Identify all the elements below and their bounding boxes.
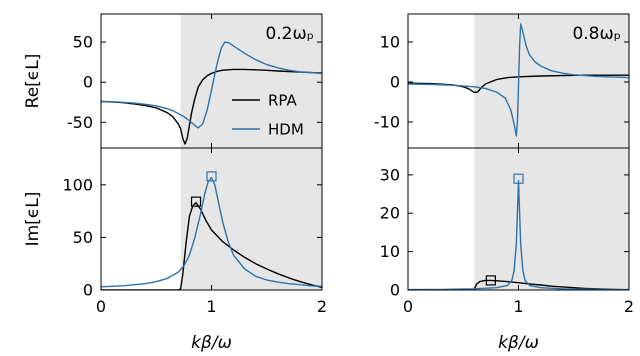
x-tick-label: 1: [513, 297, 523, 316]
y-tick-label: 0: [83, 73, 93, 92]
series-line-hdm: [101, 41, 322, 129]
y-tick-label: -50: [67, 113, 93, 132]
y-tick-label: 30: [380, 165, 400, 184]
x-tick-label: 2: [624, 297, 634, 316]
panel-re_left: -50 0 50 Re[ϵL] 0.2ωₚ RPA HDM: [23, 13, 323, 149]
x-axis-label: kβ/ω: [498, 333, 539, 353]
x-tick-label: 0: [96, 297, 106, 316]
y-axis-label: Im[ϵL]: [23, 192, 43, 247]
legend-label-rpa: RPA: [268, 92, 298, 110]
marker-rpa: [485, 275, 496, 286]
y-tick-label: 50: [73, 33, 93, 52]
legend: RPA HDM: [232, 92, 304, 139]
y-tick-label: 10: [380, 242, 400, 261]
y-tick-label: 20: [380, 204, 400, 223]
marker-hdm: [513, 173, 524, 184]
x-axis-label: kβ/ω: [191, 333, 232, 353]
x-tick-label: 2: [317, 297, 327, 316]
panel-annotation: 0.8ωₚ: [572, 24, 621, 44]
panel-re_right: -10 0 10 0.8ωₚ: [374, 13, 630, 149]
shaded-region: [180, 14, 322, 148]
shaded-region: [474, 14, 629, 148]
y-tick-label: 50: [73, 228, 93, 247]
legend-label-hdm: HDM: [268, 121, 304, 139]
x-tick-label: 1: [206, 297, 216, 316]
y-tick-label: 0: [390, 73, 400, 92]
panel-annotation: 0.2ωₚ: [265, 24, 314, 44]
shaded-region: [474, 148, 629, 290]
panel-im_left: 0 1 2 0 50 100 Im[ϵL] kβ/ω: [23, 147, 327, 353]
x-tick-label: 0: [403, 297, 413, 316]
y-tick-label: 10: [380, 33, 400, 52]
marker-rpa: [190, 196, 202, 207]
y-axis-label: Re[ϵL]: [23, 54, 43, 109]
y-tick-label: -10: [374, 113, 400, 132]
marker-hdm: [206, 171, 217, 182]
shaded-region: [180, 148, 322, 290]
series-line-rpa: [101, 68, 322, 145]
series-line-hdm: [408, 179, 629, 290]
y-tick-label: 0: [390, 281, 400, 300]
series-line-hdm: [408, 23, 629, 137]
y-tick-label: 0: [83, 281, 93, 300]
y-tick-label: 100: [62, 175, 93, 194]
series-line-rpa: [101, 202, 322, 290]
